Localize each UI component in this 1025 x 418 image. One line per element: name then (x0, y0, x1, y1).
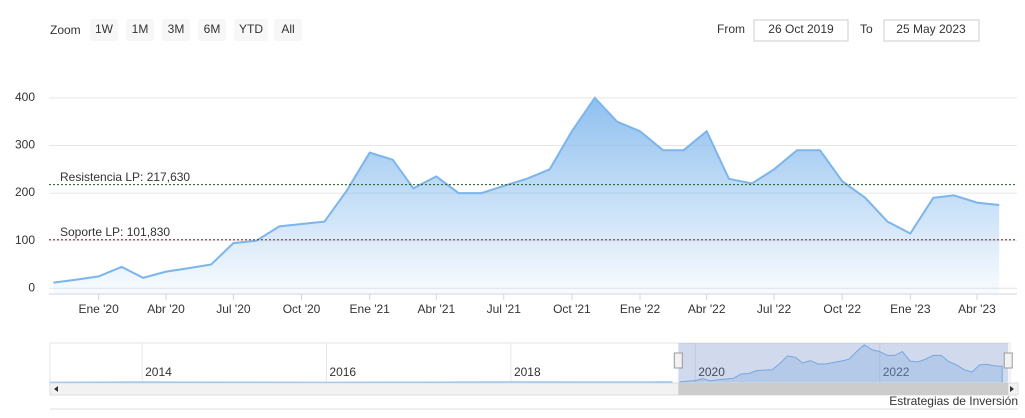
y-tick-label: 400 (15, 90, 35, 104)
plot-line-label: Soporte LP: 101,830 (60, 225, 170, 239)
to-label: To (860, 22, 873, 36)
navigator-tick-label: 2018 (514, 365, 541, 379)
range-button[interactable] (274, 19, 302, 41)
navigator-tick-label: 2022 (883, 365, 910, 379)
x-tick-label: Abr '21 (418, 302, 456, 316)
from-date[interactable]: 26 Oct 2019 (768, 22, 834, 36)
x-tick-label: Abr '22 (688, 302, 726, 316)
x-tick-label: Ene '20 (78, 302, 119, 316)
y-tick-label: 300 (15, 138, 35, 152)
navigator-handle[interactable] (1003, 352, 1013, 369)
x-tick-label: Ene '23 (890, 302, 931, 316)
y-tick-label: 100 (15, 233, 35, 247)
range-button[interactable] (126, 19, 154, 41)
x-tick-label: Jul '20 (216, 302, 251, 316)
navigator-tick-label: 2014 (145, 365, 172, 379)
x-tick-label: Oct '20 (283, 302, 321, 316)
x-tick-label: Oct '22 (823, 302, 861, 316)
x-tick-label: Oct '21 (553, 302, 591, 316)
scrollbar-thumb[interactable] (678, 383, 1009, 395)
range-button[interactable] (198, 19, 226, 41)
range-button-label[interactable]: 1M (132, 22, 149, 36)
x-tick-label: Abr '23 (958, 302, 996, 316)
zoom-label: Zoom (50, 23, 81, 37)
navigator-selection[interactable] (678, 343, 1009, 383)
y-tick-label: 0 (28, 280, 35, 294)
x-tick-label: Abr '20 (147, 302, 185, 316)
range-button-label[interactable]: 6M (204, 22, 221, 36)
range-button[interactable] (90, 19, 118, 41)
price-line (53, 96, 1000, 284)
y-tick-label: 200 (15, 185, 35, 199)
x-tick-label: Jul '22 (757, 302, 792, 316)
x-tick-label: Ene '22 (620, 302, 661, 316)
range-button-label[interactable]: All (281, 22, 294, 36)
to-date[interactable]: 25 May 2023 (896, 22, 966, 36)
credits: Estrategias de Inversión (889, 394, 1018, 408)
range-button-label[interactable]: 1W (95, 22, 114, 36)
scroll-left[interactable] (54, 386, 58, 392)
range-button-label[interactable]: 3M (168, 22, 185, 36)
from-input[interactable] (753, 19, 849, 42)
range-button[interactable] (162, 19, 190, 41)
navigator-series (679, 344, 1003, 384)
x-tick-label: Jul '21 (487, 302, 522, 316)
navigator-bg (49, 342, 1011, 384)
from-label: From (717, 22, 745, 36)
navigator-tick-label: 2016 (329, 365, 356, 379)
to-input[interactable] (883, 19, 980, 42)
scroll-right[interactable] (1010, 386, 1014, 392)
navigator-handle[interactable] (673, 352, 683, 369)
navigator-tick-label: 2020 (698, 365, 725, 379)
x-tick-label: Ene '21 (350, 302, 391, 316)
range-button-label[interactable]: YTD (239, 22, 263, 36)
plot-line-label: Resistencia LP: 217,630 (60, 170, 190, 184)
range-button[interactable] (234, 19, 268, 41)
area-fill (53, 97, 1000, 294)
